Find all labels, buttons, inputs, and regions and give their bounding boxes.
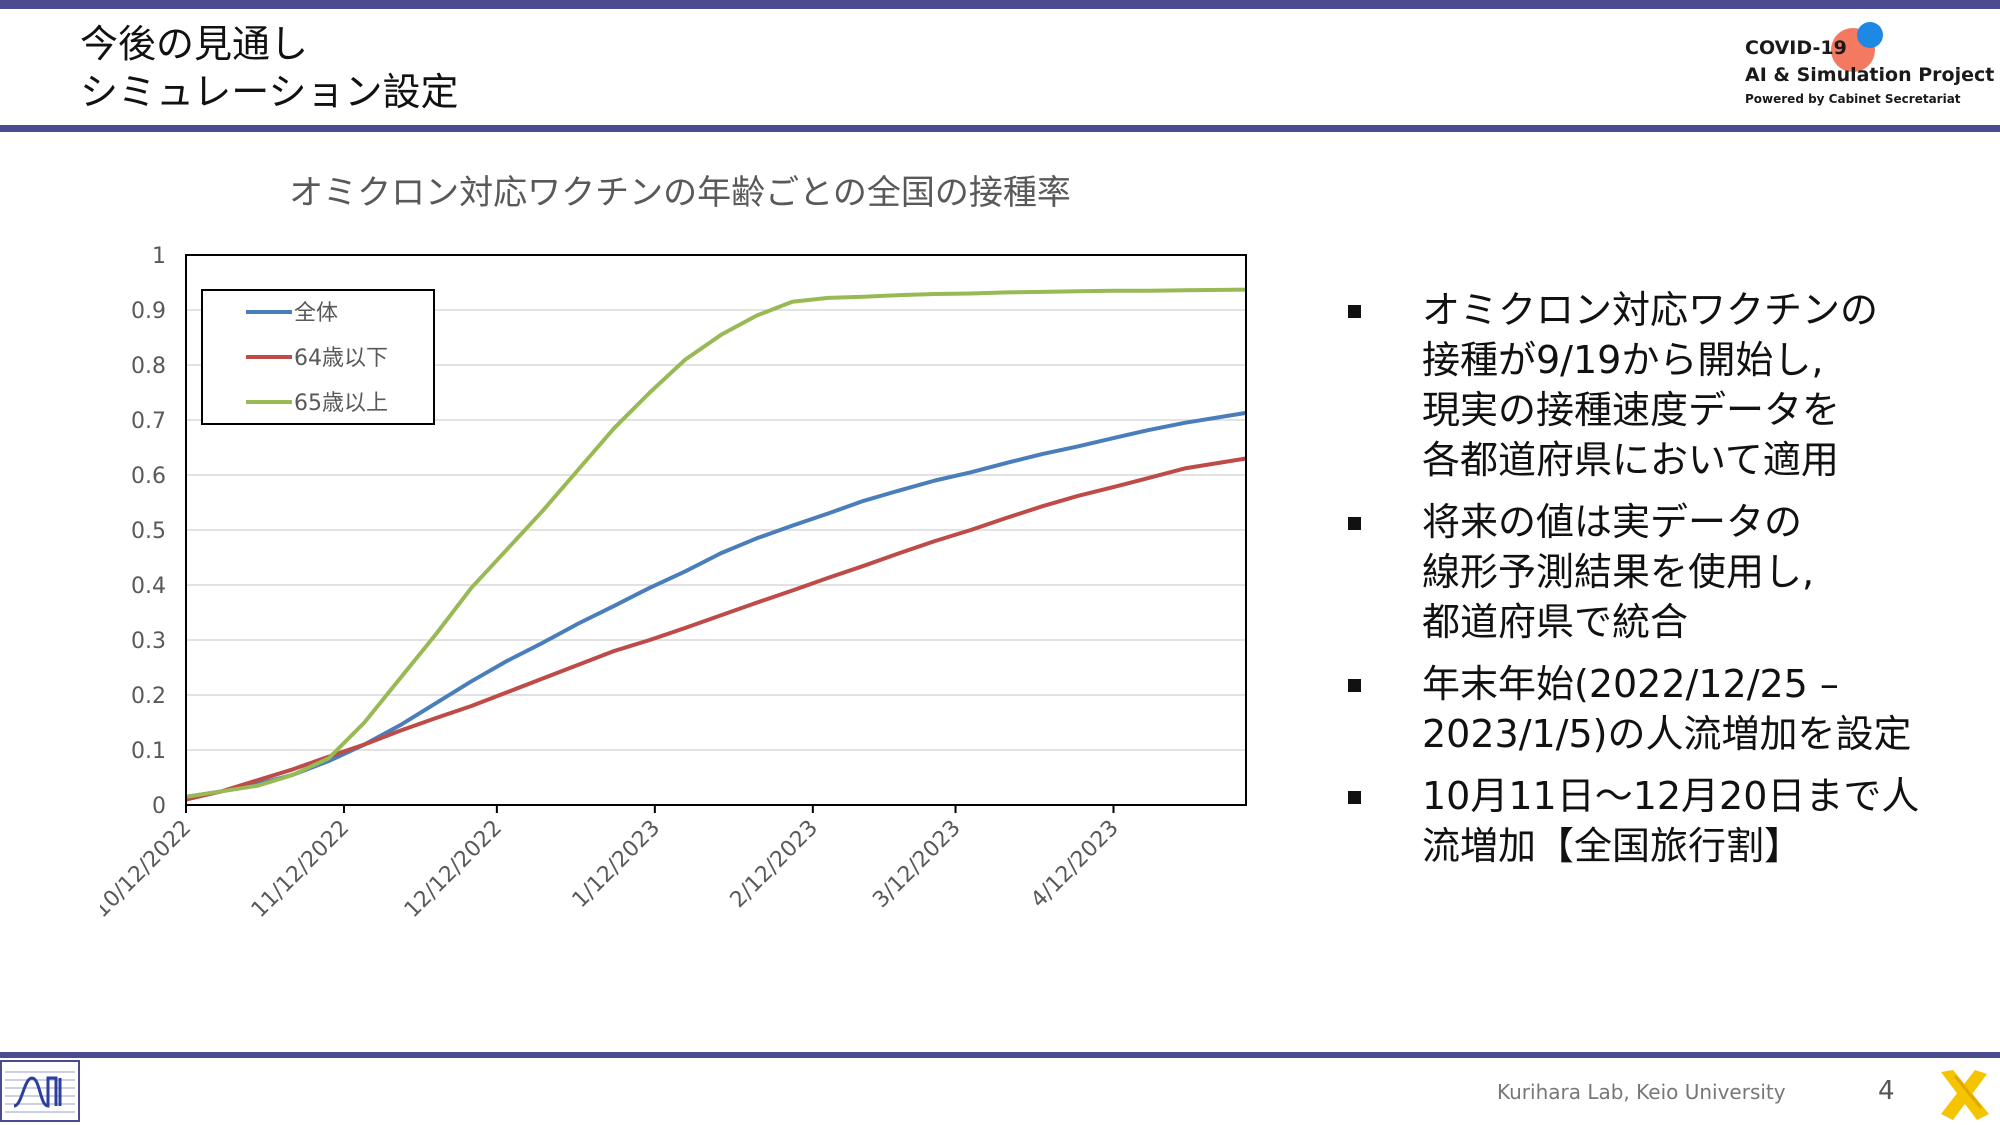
- y-tick-label: 0.3: [131, 629, 166, 654]
- legend-label: 65歳以上: [294, 391, 388, 416]
- logo-subtitle: AI & Simulation Project: [1745, 64, 1995, 86]
- footer-credit: Kurihara Lab, Keio University: [1497, 1080, 1786, 1104]
- legend-label: 64歳以下: [294, 346, 388, 371]
- logo-credit: Powered by Cabinet Secretariat: [1745, 92, 1961, 106]
- page-number: 4: [1878, 1076, 1895, 1106]
- slide-title-line-2: シミュレーション設定: [80, 70, 459, 114]
- plot-area-frame: [185, 254, 1247, 806]
- kurihara-lab-logo: [0, 1060, 80, 1122]
- y-tick-label: 0.2: [131, 684, 166, 709]
- y-tick-label: 1: [152, 244, 166, 269]
- bullet-text-line: オミクロン対応ワクチンの: [1422, 288, 1879, 332]
- data-series: [185, 287, 1247, 802]
- bullet-text-line: 将来の値は実データの: [1422, 500, 1803, 544]
- bullet-list: オミクロン対応ワクチンの 接種が9/19から開始し, 現実の接種速度データを 各都道府…: [1340, 285, 1980, 883]
- square-bullet-icon: [1348, 679, 1361, 692]
- bullet-text-line: 年末年始(2022/12/25 –: [1422, 662, 1839, 706]
- bullet-text-line: 2023/1/5)の人流増加を設定: [1422, 712, 1912, 756]
- logo-blue-circle: [1857, 22, 1883, 48]
- bullet-text-line: 10月11日～12月20日まで人: [1422, 774, 1920, 818]
- top-accent-bar: [0, 0, 2000, 9]
- bullet-item: 年末年始(2022/12/25 – 2023/1/5)の人流増加を設定: [1340, 659, 1980, 759]
- vaccination-rate-line-chart: 0 0.1 0.2 0.3 0.4 0.5 0.6 0.7 0.8 0.9 1 10/12/2022…: [100, 244, 1247, 923]
- covid19-project-logo: COVID-19 AI & Simulation Project Powered…: [1745, 22, 1994, 117]
- yellow-x-mark-icon: [1941, 1070, 1989, 1120]
- legend-label: 全体: [294, 301, 338, 326]
- square-bullet-icon: [1348, 305, 1361, 318]
- y-tick-label: 0.4: [131, 574, 166, 599]
- y-tick-label: 0.1: [131, 739, 166, 764]
- x-tick-label: 1/12/2023: [568, 816, 665, 913]
- logo-title: COVID-19: [1745, 37, 1847, 59]
- y-tick-label: 0.7: [131, 409, 166, 434]
- x-tick-label: 12/12/2022: [400, 816, 507, 923]
- x-tick-label: 11/12/2022: [247, 816, 354, 923]
- x-tick-label: 10/12/2022: [100, 816, 196, 923]
- header-divider-bar: [0, 125, 2000, 132]
- bullet-text-line: 接種が9/19から開始し,: [1422, 338, 1824, 382]
- bullet-item: オミクロン対応ワクチンの 接種が9/19から開始し, 現実の接種速度データを 各都道府…: [1340, 285, 1980, 485]
- chart-legend: 全体 64歳以下 65歳以上: [201, 289, 435, 425]
- bullet-item: 10月11日～12月20日まで人 流増加【全国旅行割】: [1340, 771, 1980, 871]
- legend-box: [201, 289, 435, 425]
- square-bullet-icon: [1348, 517, 1361, 530]
- bullet-text-line: 都道府県で統合: [1422, 600, 1689, 644]
- y-tick-label: 0.8: [131, 354, 166, 379]
- bullet-text-line: 線形予測結果を使用し,: [1422, 550, 1815, 594]
- x-axis-ticks: 10/12/2022 11/12/2022 12/12/2022 1/12/2023 2…: [100, 805, 1124, 923]
- bullet-text-line: 現実の接種速度データを: [1422, 388, 1841, 432]
- series-line: [185, 456, 1247, 802]
- y-axis-ticks: 0 0.1 0.2 0.3 0.4 0.5 0.6 0.7 0.8 0.9 1: [131, 244, 166, 819]
- y-tick-label: 0.5: [131, 519, 166, 544]
- y-tick-label: 0.9: [131, 299, 166, 324]
- bullet-text-line: 流増加【全国旅行割】: [1422, 824, 1803, 868]
- y-tick-label: 0.6: [131, 464, 166, 489]
- bullet-item: 将来の値は実データの 線形予測結果を使用し, 都道府県で統合: [1340, 497, 1980, 647]
- footer-divider-bar: [0, 1052, 2000, 1058]
- x-tick-label: 2/12/2023: [726, 816, 823, 913]
- series-line: [185, 287, 1247, 799]
- y-tick-label: 0: [152, 794, 166, 819]
- slide-title-line-1: 今後の見通し: [80, 22, 309, 66]
- chart-title: オミクロン対応ワクチンの年齢ごとの全国の接種率: [289, 173, 1071, 213]
- square-bullet-icon: [1348, 791, 1361, 804]
- x-tick-label: 4/12/2023: [1026, 816, 1123, 913]
- bullet-text-line: 各都道府県において適用: [1422, 438, 1839, 482]
- x-tick-label: 3/12/2023: [868, 816, 965, 913]
